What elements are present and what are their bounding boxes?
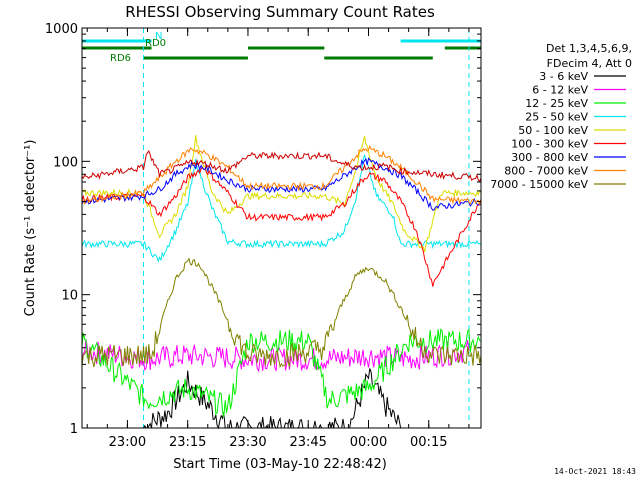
legend-entry-label: 300 - 800 keV <box>511 151 588 164</box>
x-axis-label: Start Time (03-May-10 22:48:42) <box>173 457 387 472</box>
legend-entry-label: 3 - 6 keV <box>539 70 588 83</box>
legend: Det 1,3,4,5,6,9, FDecim 4, Att 03 - 6 keV… <box>490 42 632 191</box>
series-line-50-100-kev <box>81 135 482 253</box>
flag-label-rd0: RD0 <box>145 38 166 49</box>
chart-title: RHESSI Observing Summary Count Rates <box>125 3 435 21</box>
series-line-300-800-kev <box>81 157 482 211</box>
plot-frame <box>81 27 482 429</box>
flag-label-n: N <box>155 31 162 42</box>
x-tick-label: 23:30 <box>229 435 266 450</box>
axes-layer: 1 10 100 1000 23:00 23:15 23:30 23:45 00:00 00:15 <box>45 22 482 450</box>
x-tick-label: 23:15 <box>169 435 206 450</box>
y-tick-label: 1 <box>70 422 78 437</box>
legend-entry-label: 6 - 12 keV <box>532 84 588 97</box>
legend-entry-label: 25 - 50 keV <box>525 111 588 124</box>
series-line-6-12-kev <box>81 339 470 373</box>
series-line-100-300-kev <box>81 166 482 287</box>
y-tick-label: 100 <box>53 155 78 170</box>
x-tick-label: 23:45 <box>289 435 326 450</box>
series-line-800-7000-kev <box>81 145 482 206</box>
legend-entry-label: 7000 - 15000 keV <box>490 178 588 191</box>
flag-label-rd6: RD6 <box>110 53 131 64</box>
x-tick-label: 23:00 <box>109 435 146 450</box>
legend-entry-label: 800 - 7000 keV <box>504 165 588 178</box>
series-line-100-300-kev-upper- <box>81 149 482 182</box>
y-axis-label: Count Rate (s⁻¹ detector⁻¹) <box>23 140 38 317</box>
x-tick-label: 00:00 <box>350 435 387 450</box>
legend-entry-label: 12 - 25 keV <box>525 97 588 110</box>
legend-header-line: FDecim 4, Att 0 <box>547 57 632 70</box>
legend-entry-label: 50 - 100 keV <box>518 124 588 137</box>
y-tick-label: 10 <box>61 289 78 304</box>
y-tick-label: 1000 <box>45 22 78 37</box>
x-tick-label: 00:15 <box>410 435 447 450</box>
series-line-7000-15000-kev <box>81 257 482 369</box>
legend-header-line: Det 1,3,4,5,6,9, <box>546 42 632 55</box>
legend-entry-label: 100 - 300 keV <box>511 138 588 151</box>
footer-timestamp: 14-Oct-2021 18:43 <box>554 467 636 476</box>
series-line-25-50-kev <box>81 153 482 263</box>
